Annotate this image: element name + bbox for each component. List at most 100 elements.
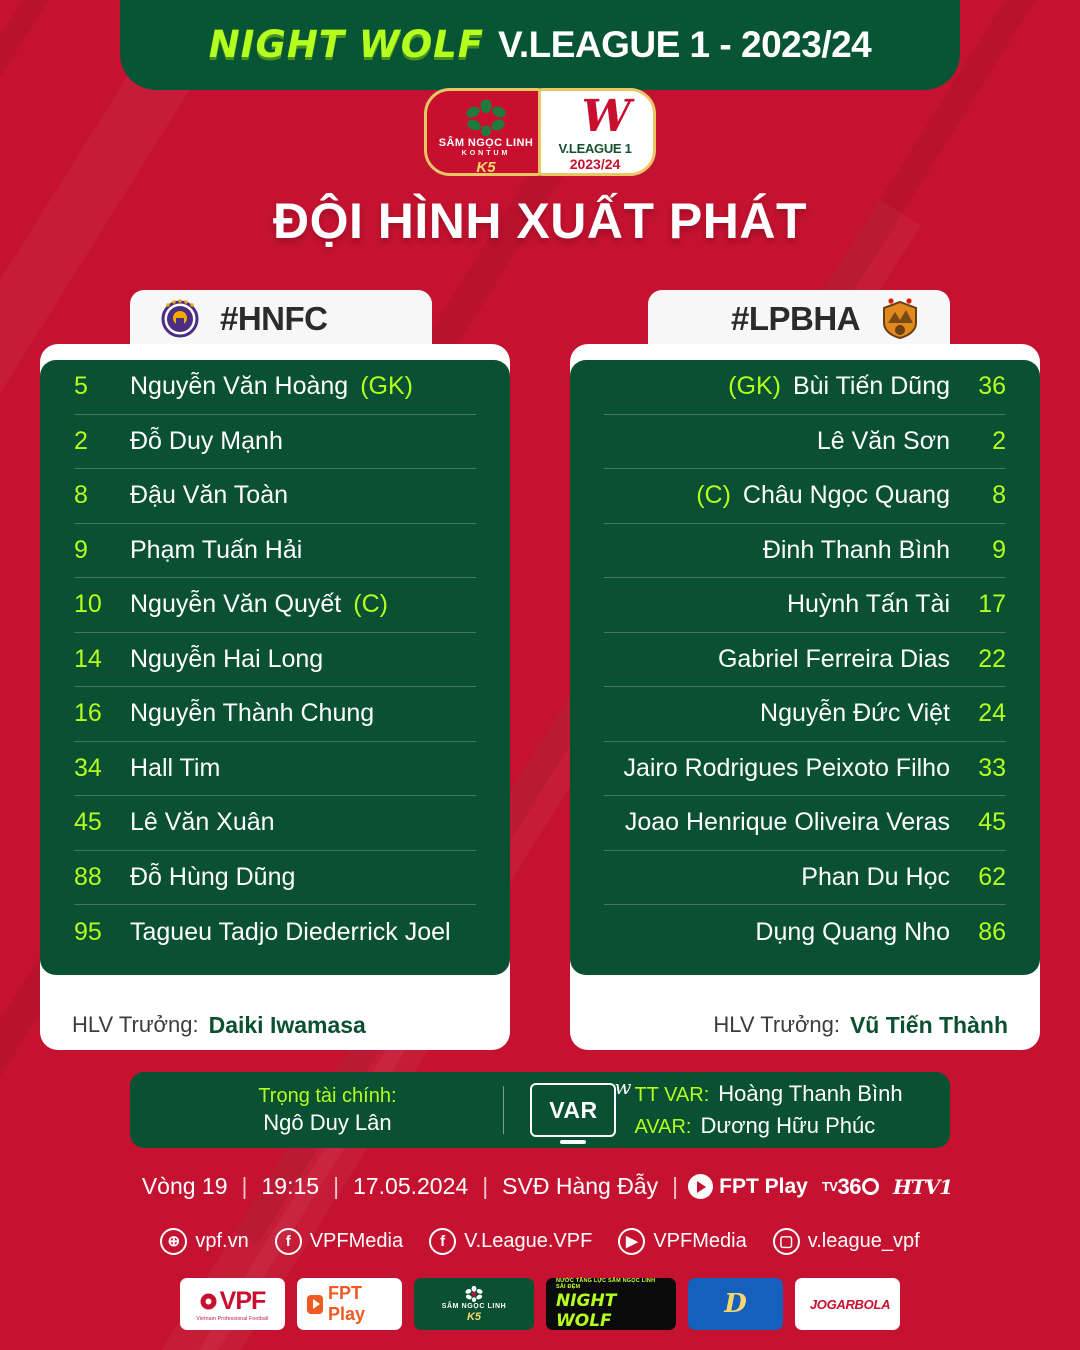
youtube-icon: ▶ bbox=[618, 1228, 646, 1255]
lineup-row: 9 Phạm Tuấn Hải bbox=[74, 524, 476, 578]
flower-icon bbox=[466, 100, 506, 136]
player-role-tag: (C) bbox=[696, 481, 731, 510]
player-role-tag: (C) bbox=[353, 590, 388, 619]
hoang-anh-gia-lai-crest-icon bbox=[878, 297, 922, 341]
player-name: Nguyễn Văn Quyết bbox=[130, 590, 342, 619]
referee-panel: Trọng tài chính: Ngô Duy Lân VAR w TT VA… bbox=[130, 1072, 950, 1148]
social-handle: vpf.vn bbox=[195, 1230, 249, 1252]
tab-team-away-code: #LPBHA bbox=[730, 300, 861, 337]
player-name: Đinh Thanh Bình bbox=[762, 535, 950, 564]
facebook-icon: f bbox=[274, 1228, 302, 1255]
social-link[interactable]: f V.League.VPF bbox=[429, 1228, 592, 1255]
referee-divider bbox=[503, 1086, 505, 1134]
var-officials: TT VAR: Hoàng Thanh Bình AVAR: Dương Hữu… bbox=[634, 1081, 902, 1139]
player-name: Joao Henrique Oliveira Veras bbox=[624, 808, 950, 837]
sponsor-night-wolf: NƯỚC TĂNG LỰC SÂM NGỌC LINH SÂI ĐỆM NIGH… bbox=[546, 1277, 676, 1331]
coach-away-name: Vũ Tiến Thành bbox=[849, 1011, 1008, 1038]
coach-home: HLV Trưởng: Daiki Iwamasa bbox=[40, 1000, 510, 1050]
coach-away: HLV Trưởng: Vũ Tiến Thành bbox=[570, 1000, 1040, 1050]
social-handle: VPFMedia bbox=[309, 1230, 404, 1252]
dong-luc-monogram-icon: D bbox=[724, 1289, 747, 1319]
tv360-text: 36 bbox=[837, 1173, 861, 1199]
player-number: 14 bbox=[74, 644, 102, 673]
var-logo-icon: VAR w bbox=[530, 1075, 631, 1137]
lineup-row: 16 Nguyễn Thành Chung bbox=[74, 687, 476, 742]
play-icon bbox=[688, 1174, 714, 1199]
player-name: Châu Ngọc Quang bbox=[742, 481, 950, 510]
player-number: 36 bbox=[978, 372, 1006, 401]
broadcaster-fpt-play[interactable]: FPT Play bbox=[688, 1174, 808, 1199]
player-number: 33 bbox=[978, 753, 1006, 782]
match-sep-3: | bbox=[482, 1173, 489, 1199]
match-sep-2: | bbox=[333, 1173, 340, 1199]
sponsor-jogarbola: JOGARBOLA bbox=[795, 1278, 900, 1330]
social-handle: V.League.VPF bbox=[464, 1230, 593, 1252]
player-number: 9 bbox=[74, 535, 88, 564]
social-link[interactable]: ▢ v.league_vpf bbox=[772, 1228, 920, 1255]
league-badge: SÂM NGỌC LINH KONTUM K5 W V.LEAGUE 1 202… bbox=[424, 88, 656, 176]
badge-sponsor-name: SÂM NGỌC LINH bbox=[438, 137, 534, 149]
match-sep-1: | bbox=[241, 1173, 248, 1199]
sponsor-night-wolf-label: NIGHT WOLF bbox=[556, 1290, 617, 1331]
social-links: ⊕ vpf.vn f VPFMedia f V.League.VPF ▶ VPFMedia ▢ v… bbox=[0, 1228, 1080, 1255]
tt-var-row: TT VAR: Hoàng Thanh Bình bbox=[634, 1081, 902, 1107]
instagram-icon: ▢ bbox=[772, 1228, 800, 1255]
tab-team-away[interactable]: #LPBHA bbox=[648, 290, 950, 348]
player-name: Phạm Tuấn Hải bbox=[130, 535, 303, 564]
player-name: Phan Du Học bbox=[801, 862, 950, 891]
player-name: Nguyễn Hai Long bbox=[130, 644, 324, 673]
sponsor-vpf: VPF Vietnam Professional Football bbox=[180, 1278, 285, 1330]
social-link[interactable]: ⊕ vpf.vn bbox=[160, 1228, 249, 1255]
player-name: Lê Văn Sơn bbox=[816, 426, 950, 455]
avar-name: Dương Hữu Phúc bbox=[700, 1113, 876, 1138]
page-title: ĐỘI HÌNH XUẤT PHÁT bbox=[273, 193, 807, 249]
lineup-row: 8 Châu Ngọc Quang (C) bbox=[604, 469, 1006, 524]
main-referee-block: Trọng tài chính: Ngô Duy Lân bbox=[177, 1084, 477, 1137]
match-date: 17.05.2024 bbox=[353, 1173, 469, 1199]
tab-team-home-code: #HNFC bbox=[220, 300, 328, 337]
fpt-play-icon bbox=[307, 1294, 323, 1314]
coach-home-name: Daiki Iwamasa bbox=[208, 1011, 366, 1038]
player-number: 2 bbox=[74, 426, 88, 455]
lineup-list-home: 5 Nguyễn Văn Hoàng (GK) 2 Đỗ Duy Mạnh 8 Đậu Vă… bbox=[40, 360, 510, 975]
player-number: 8 bbox=[74, 481, 88, 510]
lineup-row: 5 Nguyễn Văn Hoàng (GK) bbox=[74, 360, 476, 415]
social-link[interactable]: ▶ VPFMedia bbox=[618, 1228, 747, 1255]
player-number: 5 bbox=[74, 372, 88, 401]
social-link[interactable]: f VPFMedia bbox=[274, 1228, 404, 1255]
broadcaster-tv360[interactable]: TV 36 bbox=[822, 1174, 879, 1200]
lineup-row: 24 Nguyễn Đức Việt bbox=[604, 687, 1006, 742]
globe-icon: ⊕ bbox=[160, 1228, 188, 1255]
match-time: 19:15 bbox=[261, 1173, 320, 1199]
vpf-ball-icon bbox=[200, 1293, 217, 1309]
match-round: Vòng 19 bbox=[141, 1173, 228, 1199]
lineup-row: 8 Đậu Văn Toàn bbox=[74, 469, 476, 524]
avar-row: AVAR: Dương Hữu Phúc bbox=[634, 1113, 902, 1139]
player-number: 2 bbox=[992, 426, 1006, 455]
player-name: Hall Tim bbox=[130, 753, 221, 782]
match-info-bar: Vòng 19 | 19:15 | 17.05.2024 | SVĐ Hàng … bbox=[0, 1173, 1080, 1200]
social-handle: v.league_vpf bbox=[807, 1230, 920, 1252]
lineup-row: 9 Đinh Thanh Bình bbox=[604, 524, 1006, 578]
badge-sponsor-sub: KONTUM bbox=[461, 150, 511, 157]
league-badge-right: W V.LEAGUE 1 2023/24 bbox=[538, 88, 656, 176]
lineup-row: 62 Phan Du Học bbox=[604, 851, 1006, 905]
tab-team-home[interactable]: #HNFC bbox=[130, 290, 432, 348]
player-number: 45 bbox=[978, 808, 1006, 837]
player-name: Nguyễn Văn Hoàng bbox=[130, 372, 349, 401]
broadcaster-htv1[interactable]: HTV1 bbox=[892, 1174, 953, 1199]
player-role-tag: (GK) bbox=[728, 372, 781, 401]
match-stadium: SVĐ Hàng Đẫy bbox=[502, 1173, 659, 1199]
player-number: 88 bbox=[74, 862, 102, 891]
lineup-row: 33 Jairo Rodrigues Peixoto Filho bbox=[604, 742, 1006, 796]
player-name: Nguyễn Đức Việt bbox=[760, 699, 950, 728]
lineup-row: 45 Lê Văn Xuân bbox=[74, 796, 476, 851]
player-name: Bùi Tiến Dũng bbox=[792, 372, 950, 401]
league-title: V.LEAGUE 1 - 2023/24 bbox=[498, 23, 872, 65]
page-header: NIGHT WOLF V.LEAGUE 1 - 2023/24 bbox=[120, 0, 960, 90]
night-wolf-logo: NIGHT WOLF bbox=[208, 22, 485, 66]
coach-away-label: HLV Trưởng: bbox=[713, 1012, 840, 1037]
match-sep-4: | bbox=[672, 1173, 679, 1199]
sponsor-night-wolf-sub: NƯỚC TĂNG LỰC SÂM NGỌC LINH SÂI ĐỆM bbox=[556, 1277, 656, 1290]
lineup-row: 10 Nguyễn Văn Quyết (C) bbox=[74, 578, 476, 633]
